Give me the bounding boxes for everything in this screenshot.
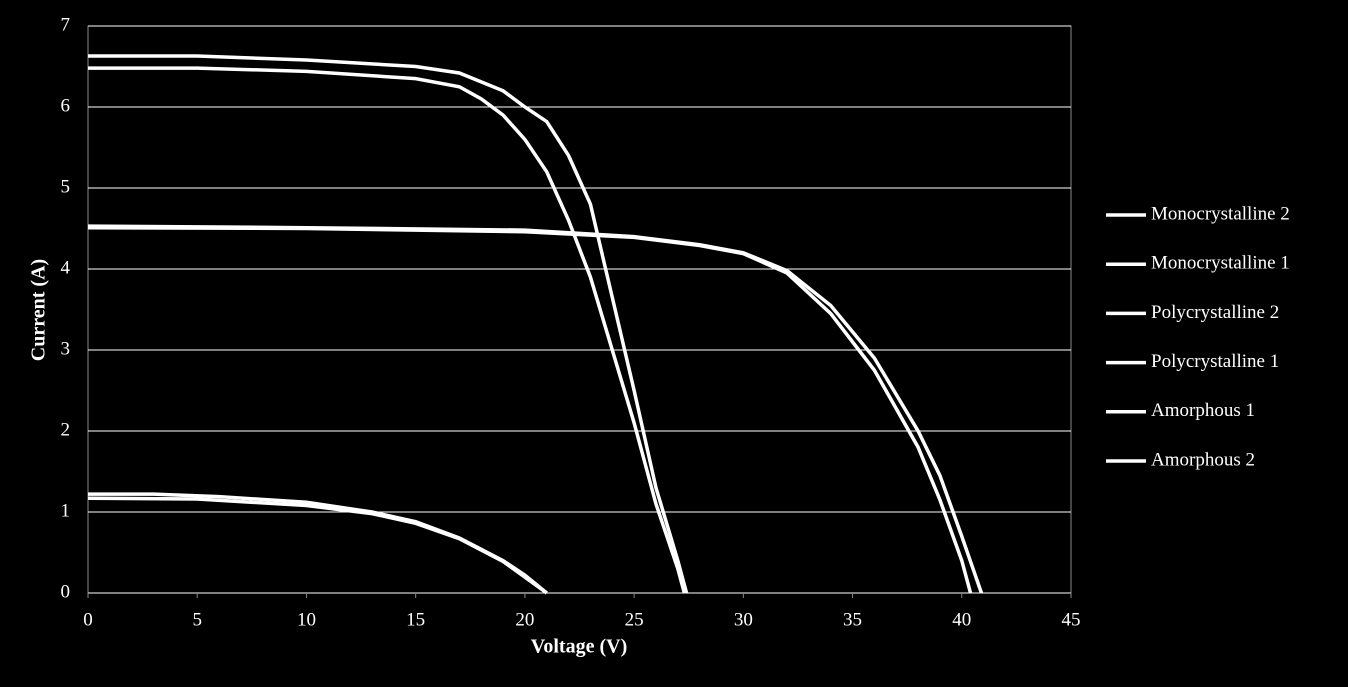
y-tick-label: 1: [61, 500, 71, 521]
series-line: [88, 492, 548, 595]
series-line: [88, 54, 689, 594]
legend-label: Polycrystalline 1: [1151, 351, 1279, 372]
x-tick-label: 40: [952, 609, 971, 630]
x-tick-label: 0: [83, 609, 93, 630]
series-line: [87, 496, 548, 595]
y-tick-label: 6: [61, 95, 71, 116]
series-line: [87, 224, 984, 594]
legend-label: Monocrystalline 2: [1151, 203, 1290, 224]
x-tick-label: 15: [406, 609, 425, 630]
y-tick-label: 2: [61, 419, 71, 440]
x-tick-label: 35: [843, 609, 862, 630]
x-axis-title: Voltage (V): [531, 636, 627, 658]
series-line: [88, 66, 687, 594]
y-axis-title: Current (A): [28, 259, 50, 361]
legend-label: Monocrystalline 1: [1151, 253, 1290, 274]
x-tick-label: 45: [1062, 609, 1081, 630]
x-tick-label: 5: [192, 609, 202, 630]
y-tick-label: 3: [61, 338, 71, 359]
y-tick-label: 4: [61, 257, 71, 278]
legend-label: Amorphous 2: [1151, 449, 1255, 470]
x-tick-label: 20: [515, 609, 534, 630]
y-tick-label: 5: [61, 176, 71, 197]
series-line: [87, 225, 973, 594]
x-tick-label: 30: [734, 609, 753, 630]
legend-label: Amorphous 1: [1151, 400, 1255, 421]
x-tick-label: 25: [625, 609, 644, 630]
y-tick-label: 0: [61, 581, 71, 602]
x-tick-label: 10: [297, 609, 316, 630]
legend-label: Polycrystalline 2: [1151, 302, 1279, 323]
plot-area: [87, 25, 1072, 594]
y-tick-label: 7: [61, 14, 71, 35]
